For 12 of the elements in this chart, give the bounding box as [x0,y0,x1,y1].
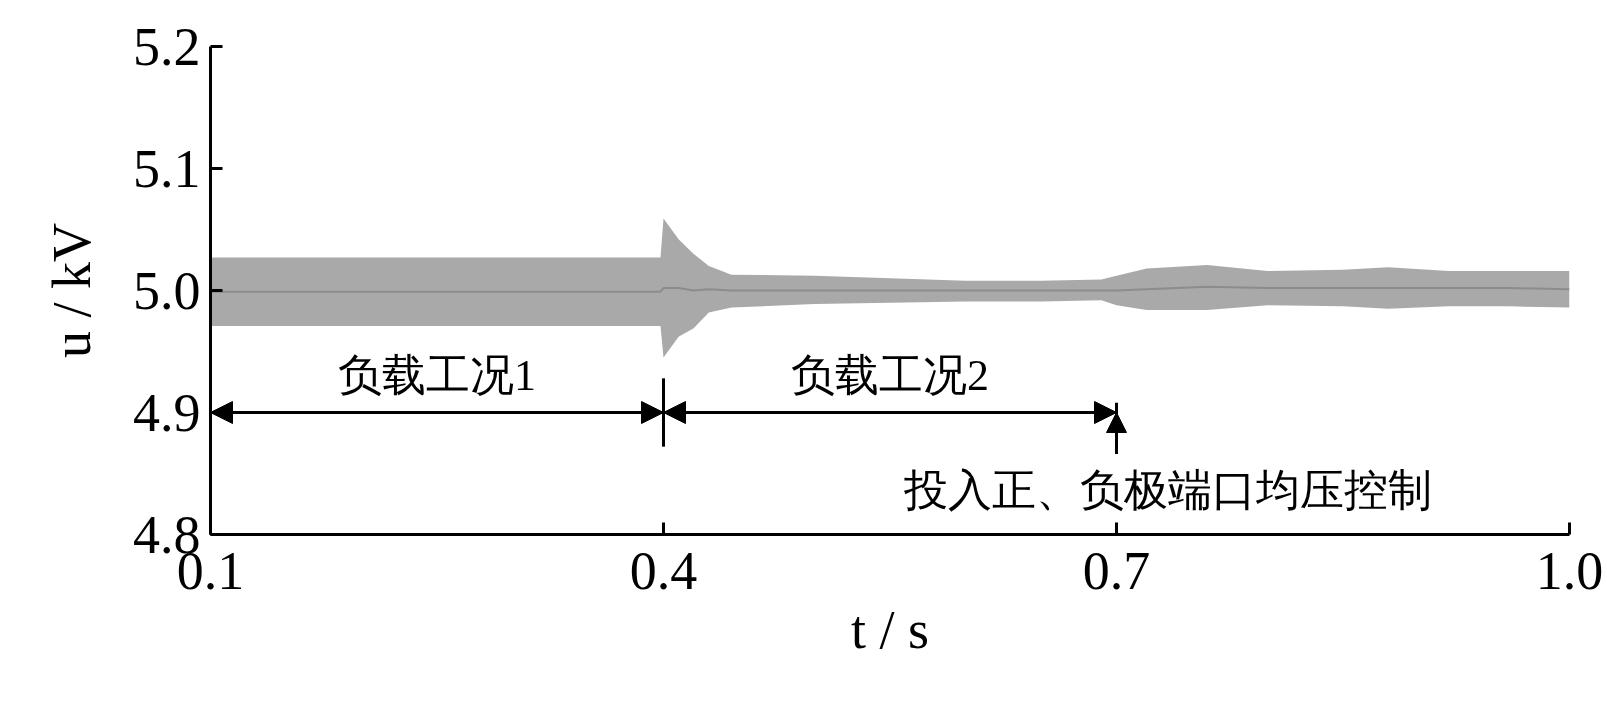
x-axis-title: t / s [850,599,930,660]
x-tick-label: 0.7 [1082,540,1151,601]
annotation: 负载工况2 [791,351,989,401]
y-tick-label: 5.1 [133,138,201,199]
y-axis-title: u / kV [42,223,102,358]
y-tick-label: 5.0 [133,260,201,321]
x-tick-label: 1.0 [1535,540,1604,601]
x-tick-label: 0.4 [629,540,698,601]
y-tick-label: 4.9 [133,382,201,443]
legend-label: 投入正、负极端口均压控制 [902,466,1432,516]
y-tick-label: 5.2 [133,16,201,77]
annotation: 负载工况1 [338,351,536,401]
